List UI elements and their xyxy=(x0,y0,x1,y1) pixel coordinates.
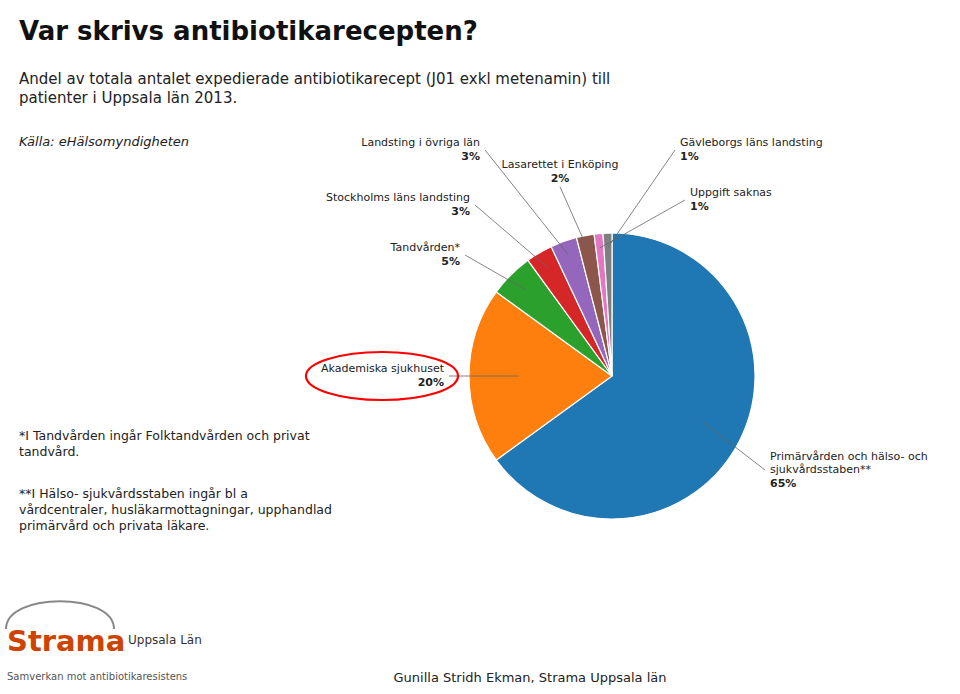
footnote: **I Hälso- sjukvårdsstaben ingår bl avår… xyxy=(19,486,332,533)
title-line: Var skrivs antibiotikarecepten? xyxy=(19,16,478,46)
slice-label: Stockholms läns landsting xyxy=(326,191,470,204)
subtitle-line: Andel av totala antalet expedierade anti… xyxy=(19,70,610,88)
slice-label: Tandvården* xyxy=(390,241,461,254)
data-label: 3% xyxy=(461,150,480,163)
leader-line xyxy=(475,205,548,268)
slice-label-line: sjukvårdsstaben** xyxy=(770,463,871,476)
footnote-line: *I Tandvården ingår Folktandvården och p… xyxy=(19,428,310,443)
slice-label: Lasarettet i Enköping xyxy=(502,158,619,171)
leader-line xyxy=(608,150,675,247)
slice-label-line: Tandvården* xyxy=(390,241,461,254)
logo: StramaUppsala Län Samverkan mot antibioti… xyxy=(6,601,202,682)
data-label: 2% xyxy=(551,172,570,185)
footnote-line: tandvård. xyxy=(19,444,79,459)
data-label: 20% xyxy=(418,376,444,389)
leader-line xyxy=(449,376,519,377)
data-label: 65% xyxy=(770,477,796,490)
pie-slice xyxy=(603,233,612,376)
slice-label-line: Uppgift saknas xyxy=(690,186,772,199)
slice-label-line: Landsting i övriga län xyxy=(361,136,480,149)
slice-label: Akademiska sjukhuset xyxy=(321,362,445,375)
leader-line xyxy=(704,423,765,470)
slice-label-line: Gävleborgs läns landsting xyxy=(680,136,823,149)
subtitle: Andel av totala antalet expedierade anti… xyxy=(19,70,610,107)
chart: Var skrivs antibiotikarecepten? Andel av … xyxy=(0,0,960,694)
slice-label: Uppgift saknas xyxy=(690,186,772,199)
footnote-line: vårdcentraler, husläkarmottagningar, upp… xyxy=(19,502,332,517)
slice-label-line: Stockholms läns landsting xyxy=(326,191,470,204)
slice-label: Primärvården och hälso- ochsjukvårdsstab… xyxy=(770,450,928,477)
data-label: 1% xyxy=(680,150,699,163)
slice-label: Landsting i övriga län xyxy=(361,136,480,149)
source-line: Källa: eHälsomyndigheten xyxy=(19,134,189,149)
slice-label: Gävleborgs läns landsting xyxy=(680,136,823,149)
slice-label-line: Primärvården och hälso- och xyxy=(770,450,928,463)
data-label: 5% xyxy=(441,255,460,268)
pie-slice xyxy=(594,233,612,376)
footnote-line: **I Hälso- sjukvårdsstaben ingår bl a xyxy=(19,486,248,501)
source: Källa: eHälsomyndigheten xyxy=(19,134,189,149)
leader-line xyxy=(465,255,526,290)
data-label: 1% xyxy=(690,200,709,213)
footnote-line: primärvård och privata läkare. xyxy=(19,518,209,533)
slice-label-line: Lasarettet i Enköping xyxy=(502,158,619,171)
footnote: *I Tandvården ingår Folktandvården och p… xyxy=(19,428,310,459)
leader-line xyxy=(560,187,588,250)
slice-label-line: Akademiska sjukhuset xyxy=(321,362,445,375)
labels: Primärvården och hälso- ochsjukvårdsstab… xyxy=(306,136,928,489)
logo-tagline: Samverkan mot antibiotikaresistens xyxy=(7,671,187,682)
title: Var skrivs antibiotikarecepten? xyxy=(19,16,478,46)
data-label: 3% xyxy=(451,205,470,218)
logo-subtext: Uppsala Län xyxy=(128,633,202,647)
logo-text: Strama xyxy=(7,624,125,658)
subtitle-line: patienter i Uppsala län 2013. xyxy=(19,89,237,107)
footer: Gunilla Stridh Ekman, Strama Uppsala län xyxy=(394,670,667,685)
highlight-ellipse xyxy=(306,352,458,400)
